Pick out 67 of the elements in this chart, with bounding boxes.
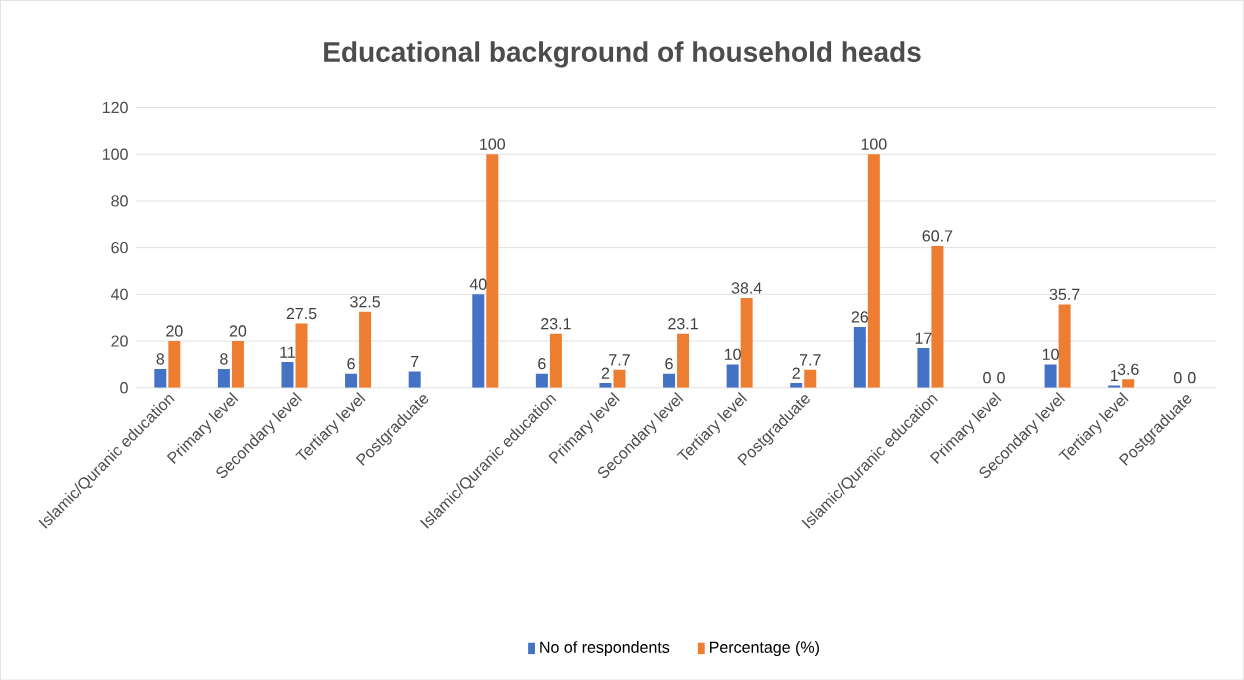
bar <box>613 369 626 388</box>
data-label: 35.7 <box>1049 288 1080 300</box>
data-label: 11 <box>280 346 296 358</box>
bar <box>867 154 880 388</box>
y-tick-label: 120 <box>102 101 128 113</box>
legend-label: Percentage (%) <box>710 640 819 656</box>
bar <box>408 371 421 388</box>
data-label: 7 <box>411 355 419 367</box>
data-label: 100 <box>861 138 887 150</box>
data-label: 0 <box>1173 371 1182 384</box>
data-label: 20 <box>229 325 247 337</box>
data-label: 10 <box>1042 348 1059 360</box>
data-label: 38.4 <box>731 282 762 294</box>
bar <box>472 294 485 388</box>
bar <box>295 323 308 388</box>
y-tick-label: 0 <box>120 381 128 394</box>
bar <box>853 326 866 388</box>
chart-title: Educational background of household heads <box>324 41 921 68</box>
bar <box>917 347 930 388</box>
y-tick-label: 100 <box>102 148 128 160</box>
bar <box>486 154 499 388</box>
bar <box>154 368 167 388</box>
data-label: 23.1 <box>541 317 571 330</box>
y-tick-label: 40 <box>111 288 128 300</box>
data-label: 7.7 <box>609 354 630 366</box>
data-label: 2 <box>792 367 800 379</box>
bar <box>345 373 358 388</box>
bar <box>535 373 548 388</box>
bar <box>804 369 817 388</box>
data-label: 10 <box>724 348 741 360</box>
bar <box>1044 364 1057 388</box>
data-label: 8 <box>156 353 165 365</box>
data-label: 0 <box>983 371 991 384</box>
bar <box>663 373 676 388</box>
data-label: 23.1 <box>668 317 698 330</box>
data-label: 26 <box>851 311 869 323</box>
bar <box>677 333 690 388</box>
data-label: 0 <box>997 371 1005 384</box>
data-label: 6 <box>665 357 673 370</box>
bar <box>931 245 944 388</box>
data-label: 7.7 <box>799 354 821 366</box>
y-tick-label: 20 <box>111 335 128 347</box>
bar <box>168 340 181 388</box>
data-label: 2 <box>601 367 610 379</box>
bar <box>217 368 230 388</box>
bar <box>549 333 562 388</box>
data-label: 100 <box>480 138 506 150</box>
data-label: 60.7 <box>922 230 953 242</box>
legend-label: No of respondents <box>540 640 670 656</box>
bar <box>359 311 372 388</box>
bar <box>281 361 294 388</box>
data-label: 27.5 <box>286 307 317 319</box>
data-label: 1 <box>1110 369 1118 381</box>
data-label: 32.5 <box>350 295 381 308</box>
data-label: 6 <box>347 357 355 370</box>
data-label: 0 <box>1187 371 1196 384</box>
y-tick-label: 80 <box>111 195 128 207</box>
bar <box>231 340 244 388</box>
bar <box>726 364 739 388</box>
bar <box>1058 304 1071 388</box>
data-label: 6 <box>538 357 546 370</box>
data-label: 3.6 <box>1117 363 1139 375</box>
bar <box>740 297 753 388</box>
data-label: 8 <box>220 353 228 365</box>
data-label: 20 <box>166 325 183 337</box>
bar <box>1122 379 1135 388</box>
y-tick-label: 60 <box>111 241 128 254</box>
